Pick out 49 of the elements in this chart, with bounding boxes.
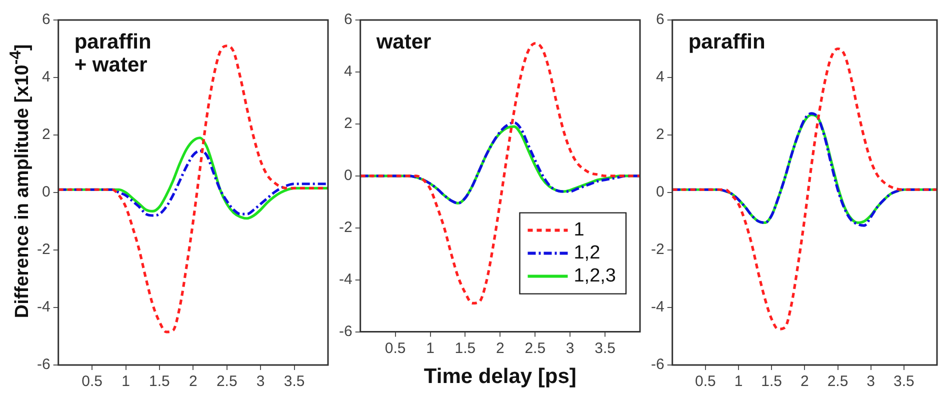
y-tick-label: -6 <box>36 356 50 374</box>
y-tick-label: 2 <box>42 126 50 144</box>
x-tick-label: 2 <box>800 373 809 390</box>
y-tick-label: 4 <box>656 68 664 86</box>
x-tick-label: 3.5 <box>893 373 914 390</box>
x-tick-label: 1 <box>122 373 130 390</box>
text: water <box>375 30 432 54</box>
text: paraffin + water <box>74 30 152 76</box>
x-tick-label: 3.5 <box>594 340 616 357</box>
y-tick-label: 2 <box>656 126 664 144</box>
text: paraffin <box>688 30 766 54</box>
x-tick-label: 1.5 <box>454 340 476 357</box>
y-tick-label: 0 <box>42 184 50 201</box>
y-tick-label: -2 <box>650 241 664 258</box>
x-tick-label: 1 <box>734 373 743 390</box>
y-tick-label: 6 <box>42 11 50 28</box>
legend-label: 1,2 <box>574 242 600 264</box>
y-tick-label: 6 <box>344 11 352 28</box>
x-axis-title: Time delay [ps] <box>424 365 576 388</box>
x-tick-label: 2.5 <box>216 373 238 390</box>
x-tick-label: 1.5 <box>149 373 170 390</box>
x-tick-label: 0.5 <box>384 340 406 357</box>
legend-label: 1 <box>574 220 584 241</box>
y-tick-label: 0 <box>344 167 352 184</box>
y-tick-label: -2 <box>36 241 50 258</box>
x-tick-label: 3 <box>866 373 876 390</box>
x-tick-label: 1.5 <box>761 373 782 390</box>
y-tick-label: -4 <box>650 298 664 316</box>
y-tick-label: -4 <box>36 298 50 316</box>
y-tick-label: -6 <box>338 322 352 340</box>
x-tick-label: 2 <box>496 340 504 357</box>
x-tick-label: 0.5 <box>694 373 716 390</box>
y-tick-label: 2 <box>344 115 352 132</box>
x-tick-label: 1 <box>426 340 434 357</box>
y-tick-label: 0 <box>656 184 664 201</box>
legend-label: 1,2,3 <box>574 266 616 287</box>
x-tick-label: 0.5 <box>82 373 102 390</box>
y-tick-label: 6 <box>656 11 664 28</box>
x-tick-label: 2.5 <box>827 373 848 390</box>
y-tick-label: -4 <box>338 270 352 288</box>
x-tick-label: 2 <box>188 373 198 390</box>
y-tick-label: -2 <box>338 219 352 236</box>
x-tick-label: 3 <box>256 373 265 390</box>
x-tick-label: 2.5 <box>524 340 546 357</box>
x-tick-label: 3 <box>566 340 574 357</box>
x-tick-label: 3.5 <box>284 373 305 390</box>
y-tick-label: -6 <box>650 356 664 374</box>
y-tick-label: 4 <box>344 63 352 80</box>
y-tick-label: 4 <box>42 68 50 86</box>
